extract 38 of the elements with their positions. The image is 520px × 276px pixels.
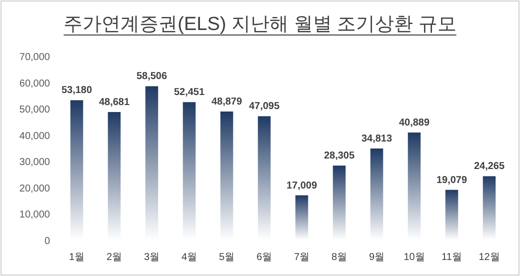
- bar: [295, 195, 308, 240]
- x-tick-label: 1월: [68, 252, 85, 263]
- y-tick-label: 10,000: [19, 210, 50, 221]
- bar: [370, 148, 384, 240]
- data-label: 52,451: [174, 87, 205, 98]
- x-tick-label: 12월: [478, 252, 500, 263]
- y-tick-label: 30,000: [19, 157, 50, 168]
- x-tick-label: 2월: [106, 252, 122, 263]
- data-label: 58,506: [136, 71, 168, 82]
- x-tick-label: 5월: [218, 252, 235, 263]
- y-tick-label: 50,000: [19, 104, 50, 116]
- data-label: 53,180: [61, 85, 92, 96]
- data-label: 48,879: [211, 96, 242, 108]
- y-tick-label: 70,000: [19, 52, 50, 63]
- data-label: 48,681: [98, 97, 130, 108]
- data-label: 19,079: [436, 174, 468, 186]
- x-tick-label: 9월: [368, 252, 385, 263]
- x-tick-label: 8월: [331, 252, 348, 263]
- x-tick-label: 3월: [144, 252, 160, 263]
- y-tick-label: 40,000: [19, 130, 50, 142]
- x-tick-label: 6월: [256, 252, 272, 263]
- y-tick-label: 0: [44, 236, 50, 247]
- bar: [445, 190, 458, 240]
- bar: [482, 176, 496, 240]
- y-tick-label: 60,000: [19, 78, 50, 90]
- data-label: 17,009: [286, 180, 318, 192]
- data-label: 24,265: [474, 161, 505, 172]
- x-tick-label: 10월: [404, 252, 425, 263]
- y-tick-label: 20,000: [19, 183, 50, 194]
- x-tick-label: 4월: [181, 252, 198, 263]
- chart-title: 주가연계증권(ELS) 지난해 월별 조기상환 규모: [64, 14, 456, 35]
- data-label: 47,095: [248, 101, 280, 112]
- data-label: 40,889: [398, 118, 430, 129]
- x-tick-label: 11월: [442, 252, 462, 263]
- bar: [332, 166, 346, 240]
- data-label: 34,813: [361, 133, 392, 144]
- x-tick-label: 7월: [294, 252, 310, 263]
- data-label: 28,305: [324, 150, 355, 162]
